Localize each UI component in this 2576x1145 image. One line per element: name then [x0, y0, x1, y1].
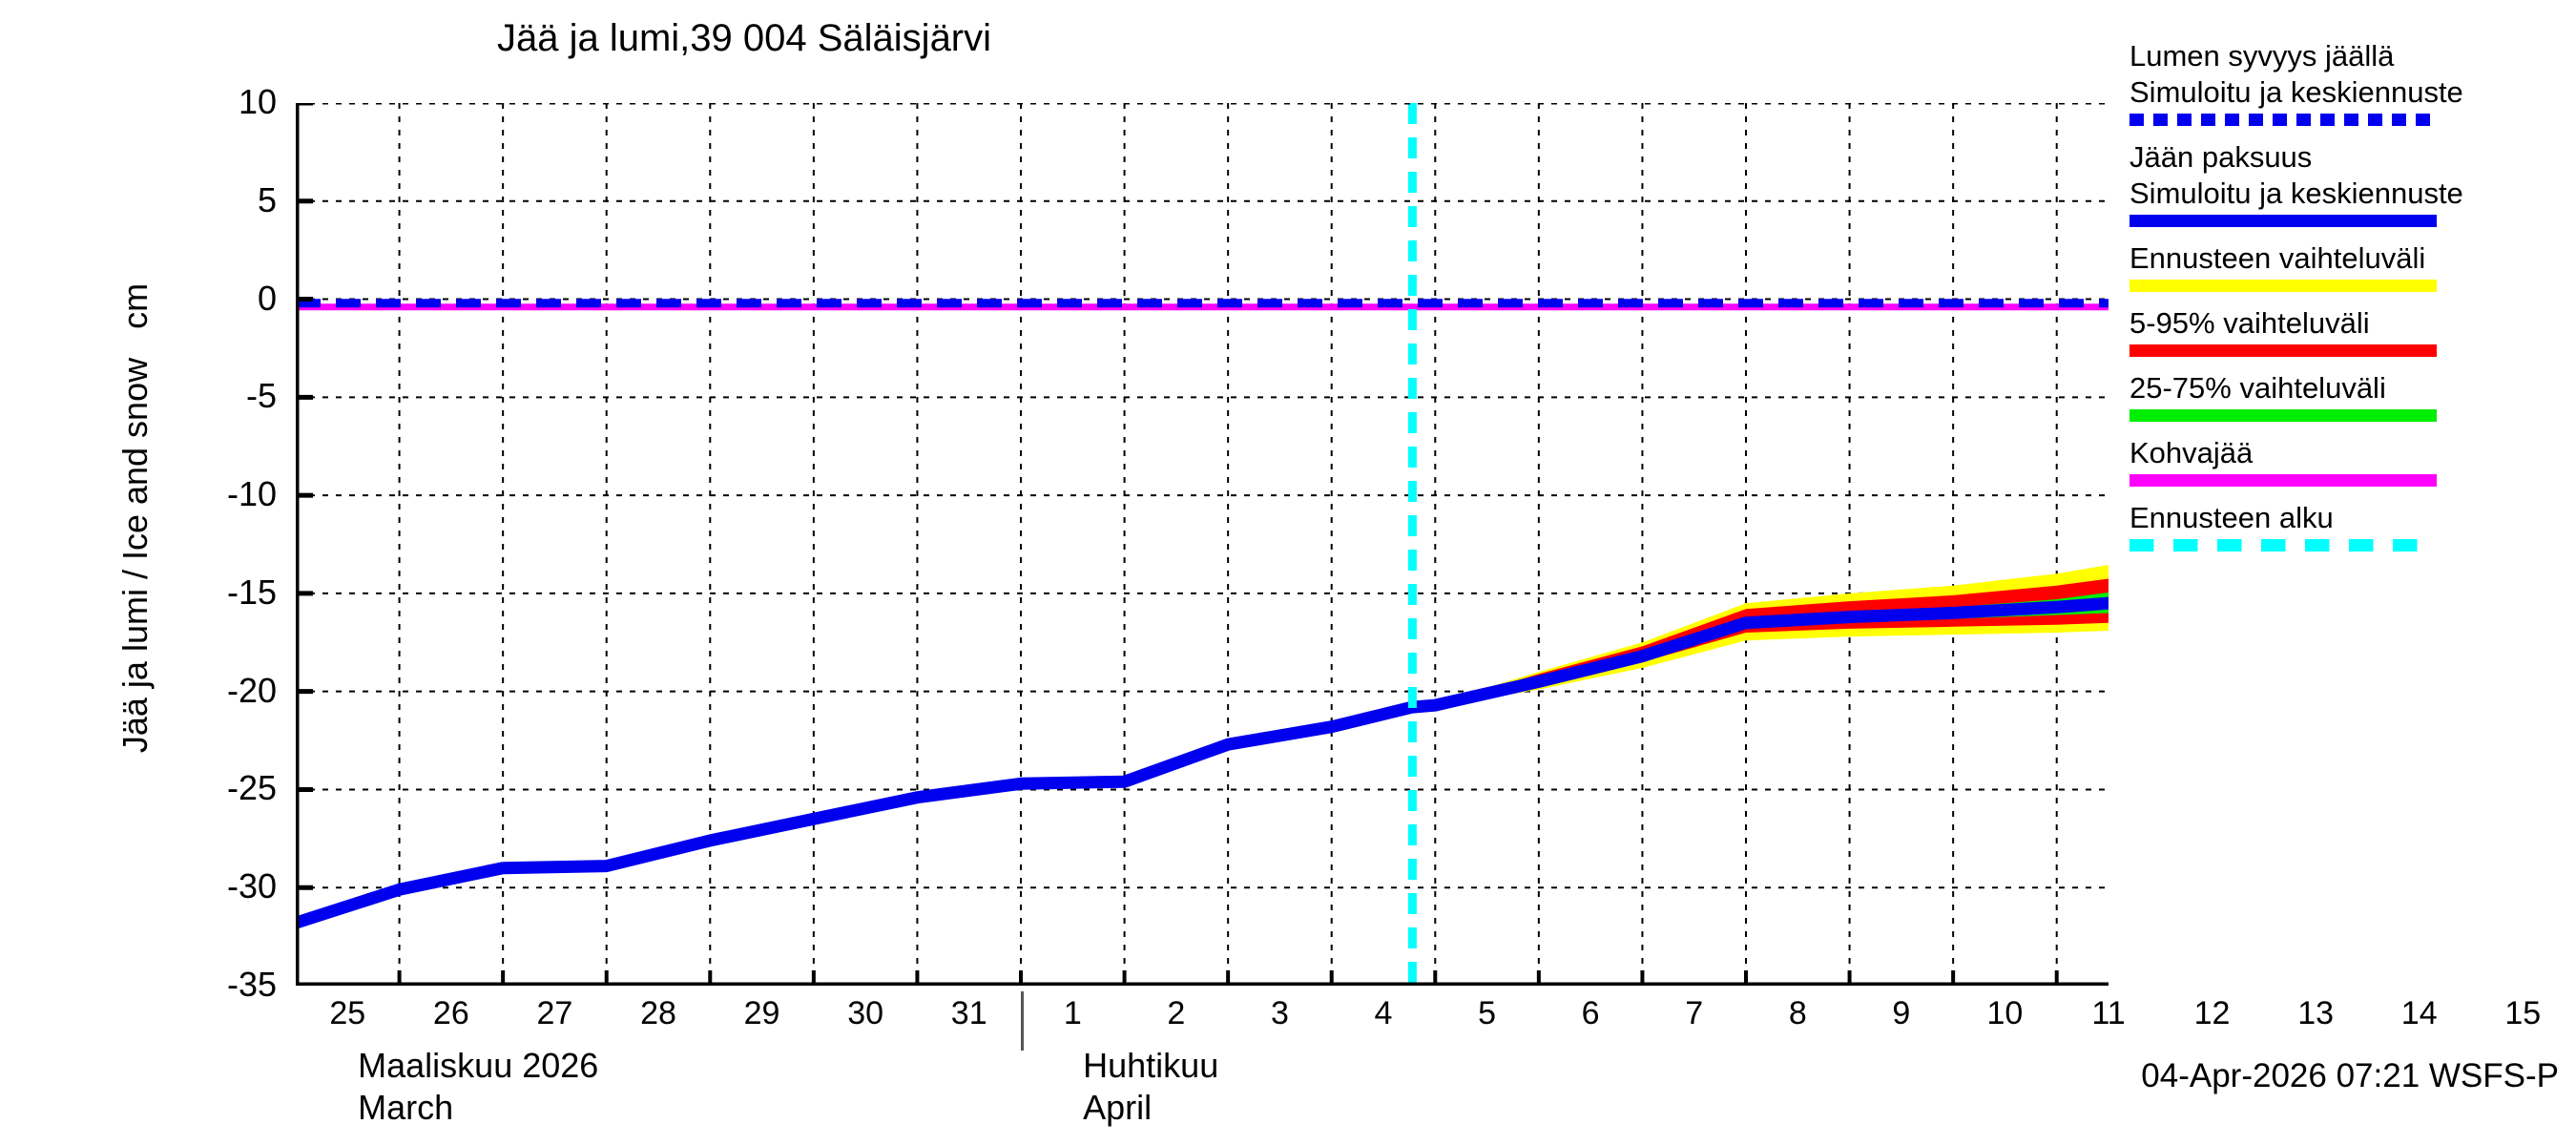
month-label: Maaliskuu 2026 March [358, 1045, 598, 1129]
y-axis-tick-label: -20 [226, 670, 277, 710]
x-axis-tick-label: 13 [2297, 995, 2335, 1031]
x-axis-tick-label: 26 [432, 995, 469, 1031]
x-axis-tick-label: 15 [2504, 995, 2542, 1031]
x-axis-tick-label: 2 [1167, 995, 1186, 1031]
legend-color-swatch [2129, 409, 2437, 422]
x-axis-tick-label: 6 [1581, 995, 1600, 1031]
x-axis-tick-label: 11 [2091, 995, 2126, 1031]
x-axis-tick-label: 30 [847, 995, 884, 1031]
legend-item: Ennusteen alku [2129, 500, 2576, 552]
legend-label: Ennusteen vaihteluväli [2129, 241, 2426, 275]
page-title: Jää ja lumi,39 004 Säläisjärvi [496, 17, 992, 59]
plot-area [296, 103, 2109, 986]
x-axis-tick-label: 9 [1892, 995, 1911, 1031]
month-label-fi: Maaliskuu 2026 [358, 1046, 599, 1085]
x-axis-tick-label: 14 [2400, 995, 2438, 1031]
legend-sublabel: Simuloitu ja keskiennuste [2129, 75, 2463, 109]
legend-item: 25-75% vaihteluväli [2129, 370, 2576, 422]
month-label: Huhtikuu April [1083, 1045, 1218, 1129]
legend-color-swatch [2129, 474, 2437, 487]
y-axis-tick-label: -25 [226, 768, 277, 808]
legend-item: 5-95% vaihteluväli [2129, 305, 2576, 357]
legend-item: Ennusteen vaihteluväli [2129, 240, 2576, 292]
legend-color-swatch [2129, 215, 2437, 227]
x-axis-tick-label: 10 [1986, 995, 2024, 1031]
x-axis-tick-label: 31 [950, 995, 987, 1031]
y-axis-tick-label: 10 [238, 82, 277, 121]
y-axis-tick-label: -15 [226, 572, 277, 612]
legend-label: 5-95% vaihteluväli [2129, 306, 2370, 340]
month-label-fi: Huhtikuu [1083, 1046, 1219, 1085]
x-axis-tick-label: 7 [1685, 995, 1704, 1031]
legend-item: Kohvajää [2129, 435, 2576, 487]
chart-legend: Lumen syvyys jäällä Simuloitu ja keskienn… [2129, 38, 2576, 565]
y-axis-tick-label: 0 [257, 278, 277, 318]
x-axis-tick-label: 4 [1374, 995, 1393, 1031]
x-axis-tick-label: 3 [1270, 995, 1289, 1031]
x-axis-tick-label: 29 [743, 995, 780, 1031]
x-axis-tick-label: 27 [536, 995, 573, 1031]
y-axis-tick-label: 5 [257, 179, 277, 219]
y-axis-tick-label: -5 [245, 376, 277, 416]
legend-item: Jään paksuus Simuloitu ja keskiennuste [2129, 139, 2576, 227]
month-label-en: April [1083, 1088, 1153, 1127]
plot-background [296, 103, 2109, 986]
x-axis-tick-label: 5 [1478, 995, 1497, 1031]
legend-label: Jään paksuus [2129, 140, 2313, 174]
legend-color-swatch [2129, 539, 2437, 552]
footer-timestamp: 04-Apr-2026 07:21 WSFS-P [2141, 1057, 2559, 1094]
chart-canvas [296, 103, 2109, 986]
x-axis-tick-label: 25 [329, 995, 366, 1031]
legend-sublabel: Simuloitu ja keskiennuste [2129, 177, 2463, 210]
legend-label: Kohvajää [2129, 436, 2254, 469]
x-axis-tick-label: 28 [640, 995, 676, 1031]
legend-color-swatch [2129, 344, 2437, 357]
legend-label: Lumen syvyys jäällä [2129, 39, 2395, 73]
legend-item: Lumen syvyys jäällä Simuloitu ja keskienn… [2129, 38, 2576, 126]
legend-label: Ennusteen alku [2129, 501, 2334, 534]
x-axis-tick-label: 8 [1788, 995, 1807, 1031]
legend-color-swatch [2129, 280, 2437, 292]
y-axis-tick-label: -30 [226, 866, 277, 906]
legend-color-swatch [2129, 114, 2437, 126]
y-axis-label: Jää ja lumi / Ice and snow cm [115, 282, 155, 754]
y-axis-tick-label: -35 [226, 965, 277, 1004]
month-label-en: March [358, 1088, 454, 1127]
x-axis-tick-label: 12 [2193, 995, 2231, 1031]
legend-label: 25-75% vaihteluväli [2129, 371, 2386, 405]
y-axis-tick-label: -10 [226, 474, 277, 514]
month-separator [1021, 991, 1024, 1051]
x-axis-tick-label: 1 [1063, 995, 1082, 1031]
ice-thickness-line [296, 596, 2109, 929]
